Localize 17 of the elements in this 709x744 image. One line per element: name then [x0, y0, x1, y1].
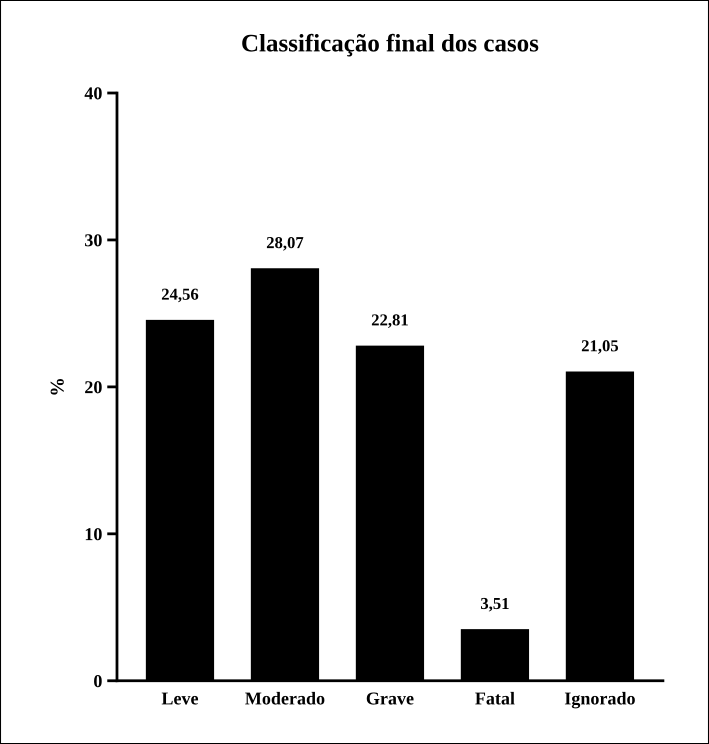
data-label: 21,05 [582, 340, 618, 354]
y-tick-label: 30 [85, 234, 102, 246]
y-tick-label: 10 [86, 528, 102, 540]
y-tick-label: 40 [84, 87, 102, 100]
data-label: 24,56 [162, 288, 198, 302]
x-tick-label: Leve [162, 692, 198, 705]
y-axis-title: % [50, 378, 64, 395]
x-tick-label: Ignorado [564, 692, 635, 708]
x-tick-label: Moderado [245, 692, 324, 705]
data-label: 3,51 [480, 598, 509, 612]
x-tick-label: Fatal [475, 692, 515, 705]
x-tick-label: Grave [366, 692, 414, 705]
y-tick-label: 0 [94, 675, 102, 688]
data-label: 28,07 [266, 237, 304, 251]
data-label: 22,81 [372, 314, 408, 328]
y-tick-label: 20 [85, 381, 102, 394]
chart-title: Classificação final dos casos [242, 34, 538, 56]
